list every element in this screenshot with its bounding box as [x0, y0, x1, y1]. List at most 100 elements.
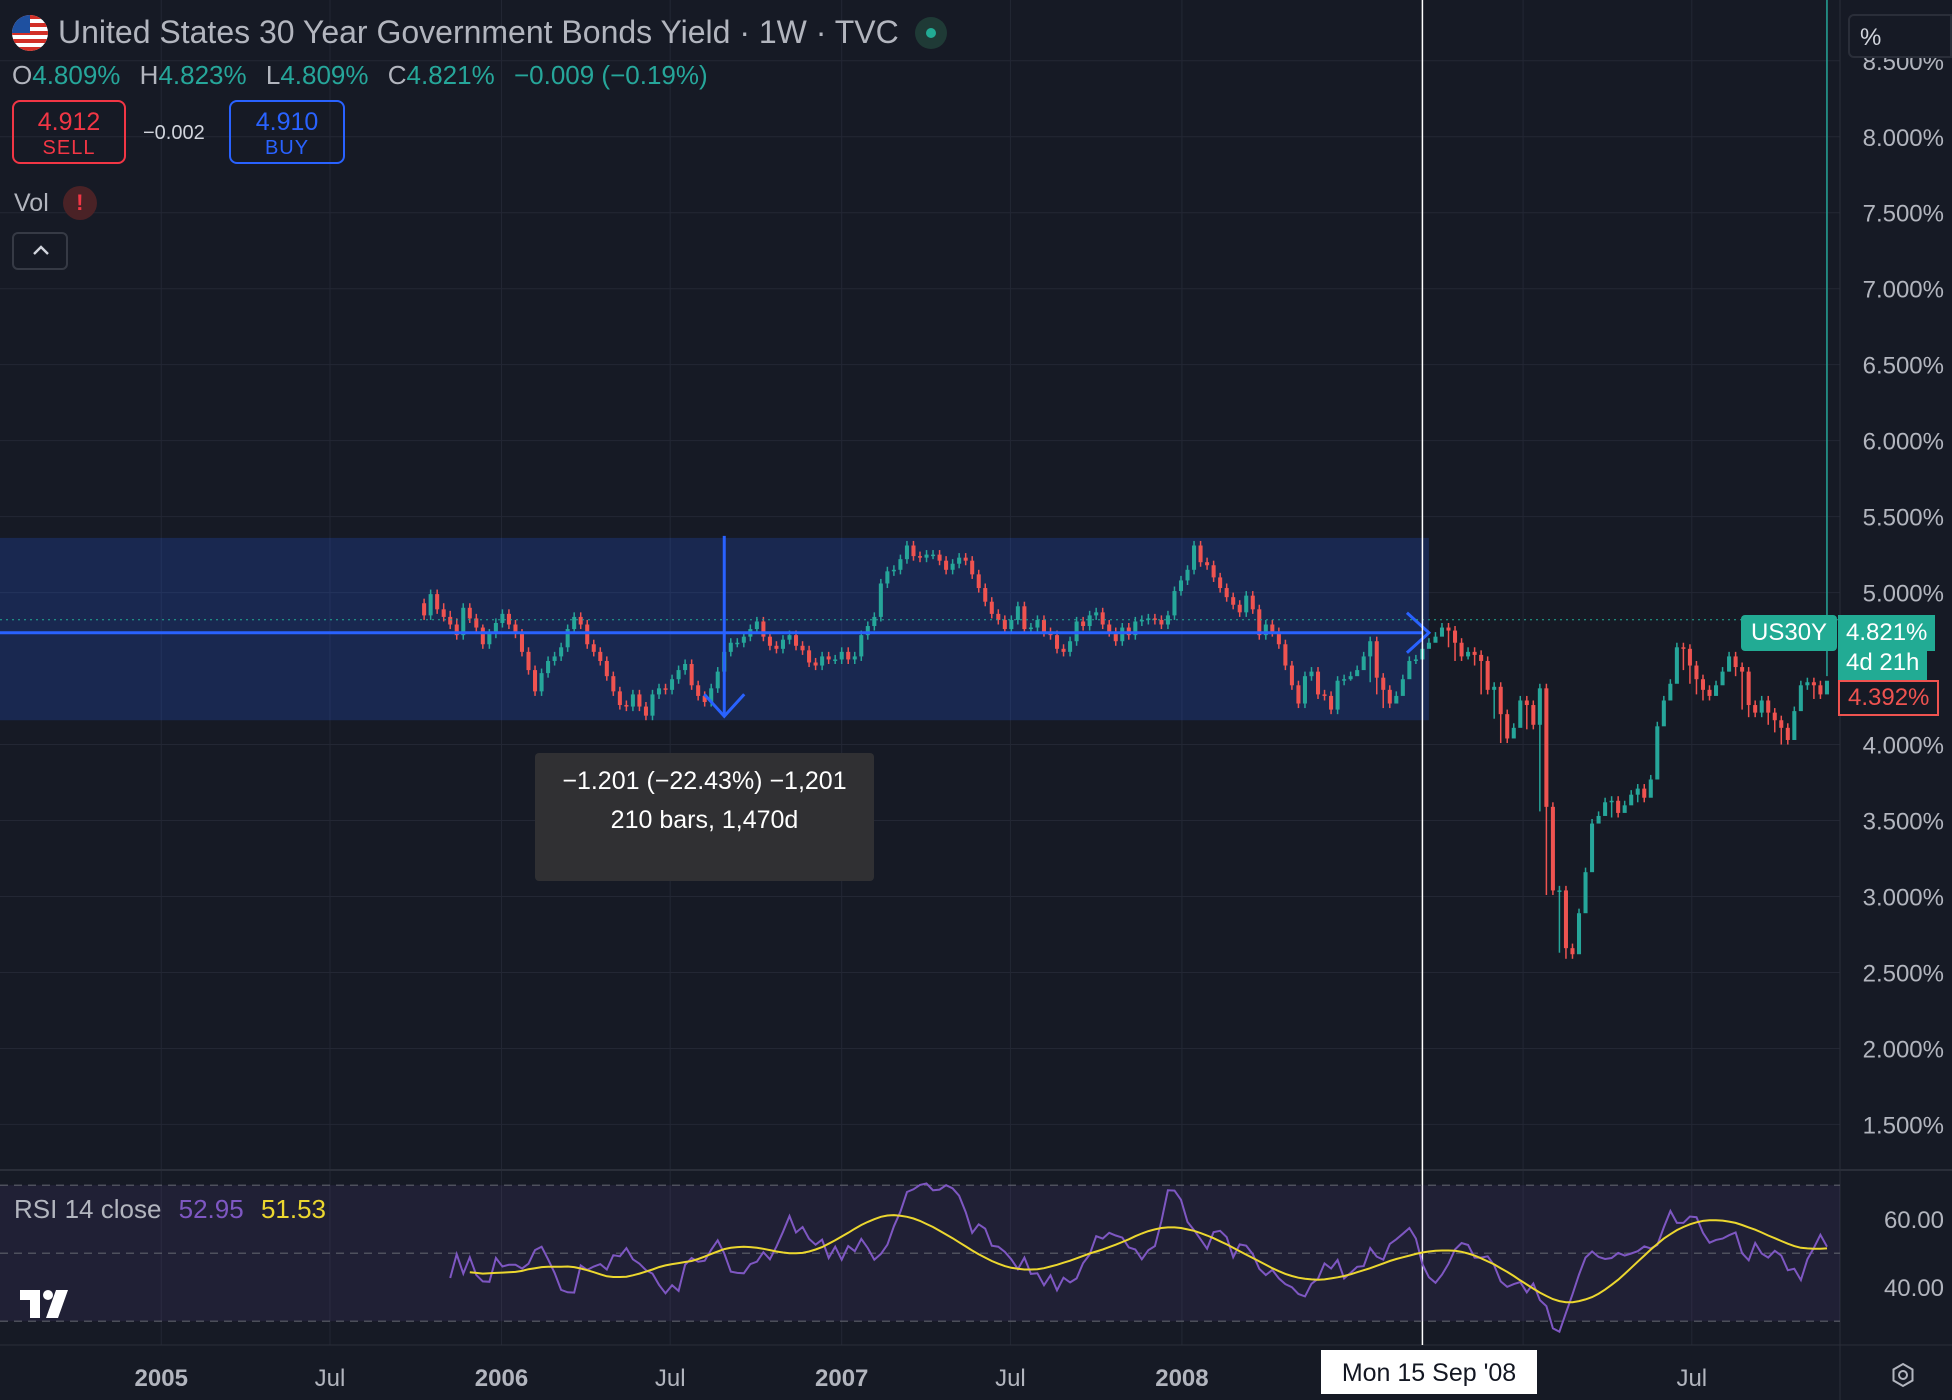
candle-body — [1289, 665, 1294, 686]
time-axis-label: 2005 — [135, 1365, 188, 1392]
candle-body — [565, 629, 570, 648]
candle-body — [1576, 913, 1582, 955]
candle-body — [780, 639, 786, 649]
candle-body — [891, 569, 896, 572]
collapse-legend-button[interactable] — [12, 232, 68, 270]
candle-body — [1335, 680, 1340, 710]
candle-body — [1068, 641, 1073, 652]
candle-body — [931, 554, 936, 557]
candle-body — [1544, 688, 1549, 807]
candle-body — [872, 616, 877, 627]
price-axis-label: 1.500% — [1863, 1112, 1944, 1139]
candle-body — [1302, 676, 1307, 704]
secondary-price-label: 4.392% — [1838, 680, 1940, 716]
candle-body — [676, 670, 681, 680]
symbol-title[interactable]: United States 30 Year Government Bonds Y… — [58, 14, 899, 50]
candle-body — [1342, 679, 1347, 681]
candle-body — [1459, 642, 1464, 657]
candle-body — [878, 583, 883, 617]
candle-body — [1687, 648, 1692, 666]
tradingview-logo-icon[interactable] — [18, 1286, 80, 1322]
candle-body — [917, 556, 923, 558]
candle-body — [924, 554, 929, 558]
candle-body — [983, 588, 988, 602]
candle-body — [1563, 890, 1568, 949]
volume-indicator[interactable]: Vol ! — [14, 186, 97, 220]
candle-body — [1733, 656, 1738, 668]
candle-body — [1315, 671, 1321, 695]
candle-body — [1805, 682, 1810, 686]
buy-label: BUY — [264, 137, 310, 159]
candle-body — [1583, 872, 1588, 914]
candle-body — [422, 603, 427, 616]
rsi-legend[interactable]: RSI 14 close 52.95 51.53 — [14, 1194, 326, 1225]
measure-range-box — [0, 537, 1429, 721]
time-axis-label: 2008 — [1155, 1365, 1208, 1392]
time-axis-label: Jul — [315, 1365, 346, 1392]
candle-body — [637, 694, 642, 707]
candle-body — [1107, 624, 1112, 633]
candle-body — [1283, 644, 1288, 666]
high-label: H — [139, 60, 159, 90]
scale-mode-button[interactable]: % — [1848, 14, 1952, 58]
candle-body — [1492, 686, 1497, 690]
countdown-label: 4d 21h — [1838, 645, 1928, 681]
candle-body — [493, 622, 498, 634]
candle-body — [826, 656, 831, 660]
rsi-ma-line — [469, 1214, 1828, 1304]
candle-body — [1511, 727, 1516, 739]
candle-body — [898, 559, 903, 570]
rsi-title: RSI 14 close — [14, 1194, 162, 1224]
close-value: 4.821% — [406, 60, 495, 90]
candle-body — [1661, 700, 1666, 727]
candle-body — [1439, 627, 1445, 637]
sell-button[interactable]: 4.912 SELL — [12, 100, 126, 164]
candle-body — [702, 695, 707, 702]
candle-body — [1257, 609, 1262, 636]
candle-body — [585, 624, 590, 645]
candle-body — [833, 659, 838, 661]
candle-body — [1192, 545, 1197, 570]
candle-body — [428, 594, 433, 616]
candle-body — [1237, 604, 1242, 613]
candle-body — [728, 642, 733, 652]
market-status-icon[interactable] — [914, 16, 947, 49]
candle-body — [852, 656, 857, 660]
candle-body — [1322, 694, 1327, 696]
candle-body — [546, 660, 551, 674]
candle-body — [1355, 670, 1360, 677]
low-value: 4.809% — [280, 60, 369, 90]
candle-body — [1407, 660, 1412, 680]
candle-body — [1792, 711, 1797, 740]
low-label: L — [265, 60, 281, 90]
price-axis-label: 7.000% — [1863, 277, 1944, 304]
rsi-axis-label: 40.00 — [1884, 1275, 1944, 1302]
candle-body — [1276, 632, 1281, 645]
candle-body — [611, 676, 616, 692]
candle-body — [1746, 671, 1751, 706]
candle-body — [559, 647, 564, 657]
candle-body — [670, 679, 675, 690]
candle-body — [1668, 683, 1673, 701]
sell-label: SELL — [42, 137, 96, 159]
candle-body — [1674, 647, 1679, 684]
measure-arrow-head-down — [703, 693, 746, 719]
chart-header: United States 30 Year Government Bonds Y… — [12, 14, 947, 51]
candle-body — [1531, 705, 1536, 725]
candle-body — [761, 621, 766, 637]
candle-body — [1629, 794, 1634, 806]
candle-body — [1772, 712, 1777, 721]
buy-button[interactable]: 4.910 BUY — [229, 100, 345, 164]
candle-body — [1022, 606, 1027, 630]
candle-body — [1766, 700, 1771, 713]
us-flag-icon — [12, 14, 48, 51]
settings-gear-icon[interactable] — [1890, 1362, 1916, 1388]
candle-body — [1727, 656, 1732, 672]
price-axis-label: 5.500% — [1863, 505, 1944, 532]
candle-body — [1087, 615, 1092, 627]
candle-body — [1648, 779, 1653, 798]
price-axis-label: 5.000% — [1863, 581, 1944, 608]
warning-icon[interactable]: ! — [62, 186, 97, 220]
measure-arrow-head-right — [1405, 611, 1432, 654]
